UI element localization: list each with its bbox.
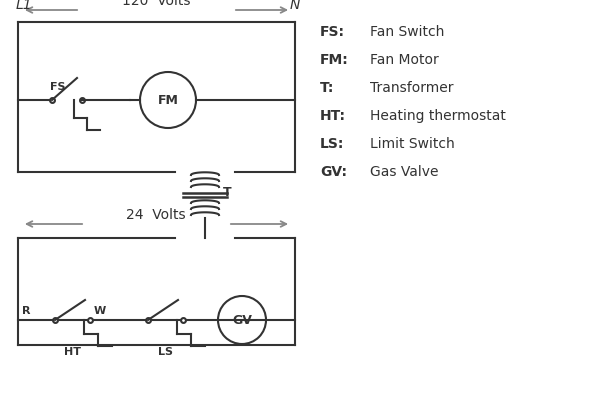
Text: Limit Switch: Limit Switch — [370, 137, 455, 151]
Text: Transformer: Transformer — [370, 81, 454, 95]
Text: FS:: FS: — [320, 25, 345, 39]
Text: 120  Volts: 120 Volts — [122, 0, 190, 8]
Text: T: T — [223, 186, 232, 200]
Text: W: W — [94, 306, 106, 316]
Text: Heating thermostat: Heating thermostat — [370, 109, 506, 123]
Text: GV:: GV: — [320, 165, 347, 179]
Text: FM: FM — [158, 94, 178, 106]
Text: GV: GV — [232, 314, 252, 326]
Text: L1: L1 — [16, 0, 32, 12]
Text: FM:: FM: — [320, 53, 349, 67]
Text: HT:: HT: — [320, 109, 346, 123]
Text: HT: HT — [64, 347, 81, 357]
Text: LS:: LS: — [320, 137, 345, 151]
Text: N: N — [290, 0, 300, 12]
Text: LS: LS — [158, 347, 173, 357]
Text: Fan Motor: Fan Motor — [370, 53, 439, 67]
Text: 24  Volts: 24 Volts — [126, 208, 186, 222]
Text: Fan Switch: Fan Switch — [370, 25, 444, 39]
Text: Gas Valve: Gas Valve — [370, 165, 438, 179]
Text: FS: FS — [50, 82, 65, 92]
Text: R: R — [22, 306, 31, 316]
Text: T:: T: — [320, 81, 335, 95]
